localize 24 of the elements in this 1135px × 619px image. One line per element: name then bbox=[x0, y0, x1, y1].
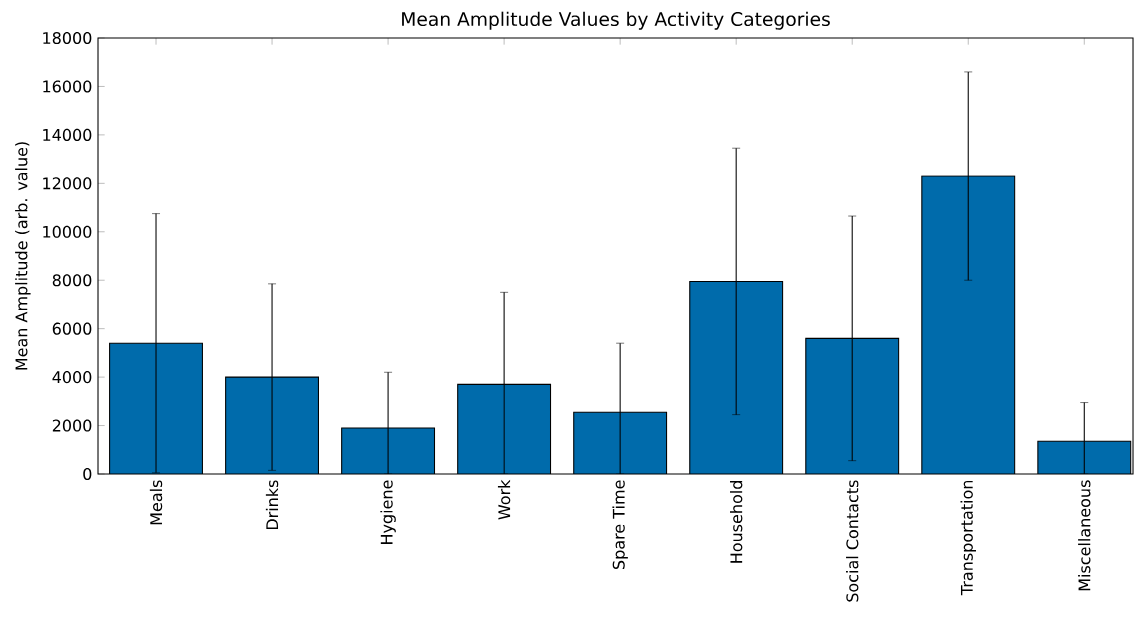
y-tick-label: 14000 bbox=[43, 128, 92, 141]
x-tick-label: Social Contacts bbox=[846, 480, 859, 602]
y-axis-title: Mean Amplitude (arb. value) bbox=[15, 142, 31, 370]
x-tick-label: Drinks bbox=[265, 480, 279, 530]
x-tick-label: Spare Time bbox=[612, 480, 628, 569]
chart-title: Mean Amplitude Values by Activity Categories bbox=[402, 11, 830, 30]
y-tick-label: 12000 bbox=[43, 177, 92, 190]
x-tick-label: Hygiene bbox=[380, 480, 396, 544]
y-tick-label: 8000 bbox=[52, 274, 92, 287]
x-tick-label: Household bbox=[730, 481, 743, 563]
x-tick-label: Transportation bbox=[960, 480, 976, 596]
x-tick-label: Meals bbox=[149, 480, 163, 525]
x-tick-label: Miscellaneous bbox=[1078, 480, 1091, 591]
y-tick-label: 18000 bbox=[43, 31, 92, 45]
y-tick-label: 10000 bbox=[43, 225, 92, 238]
y-tick-label: 16000 bbox=[43, 80, 92, 93]
bar bbox=[1037, 440, 1132, 474]
bar bbox=[921, 176, 1015, 474]
x-tick-label: Work bbox=[497, 479, 511, 520]
y-tick-label: 6000 bbox=[52, 322, 92, 335]
y-tick-label: 4000 bbox=[52, 371, 92, 384]
y-tick-label: 0 bbox=[83, 467, 92, 481]
bar bbox=[341, 427, 435, 474]
y-tick-label: 2000 bbox=[52, 419, 92, 432]
